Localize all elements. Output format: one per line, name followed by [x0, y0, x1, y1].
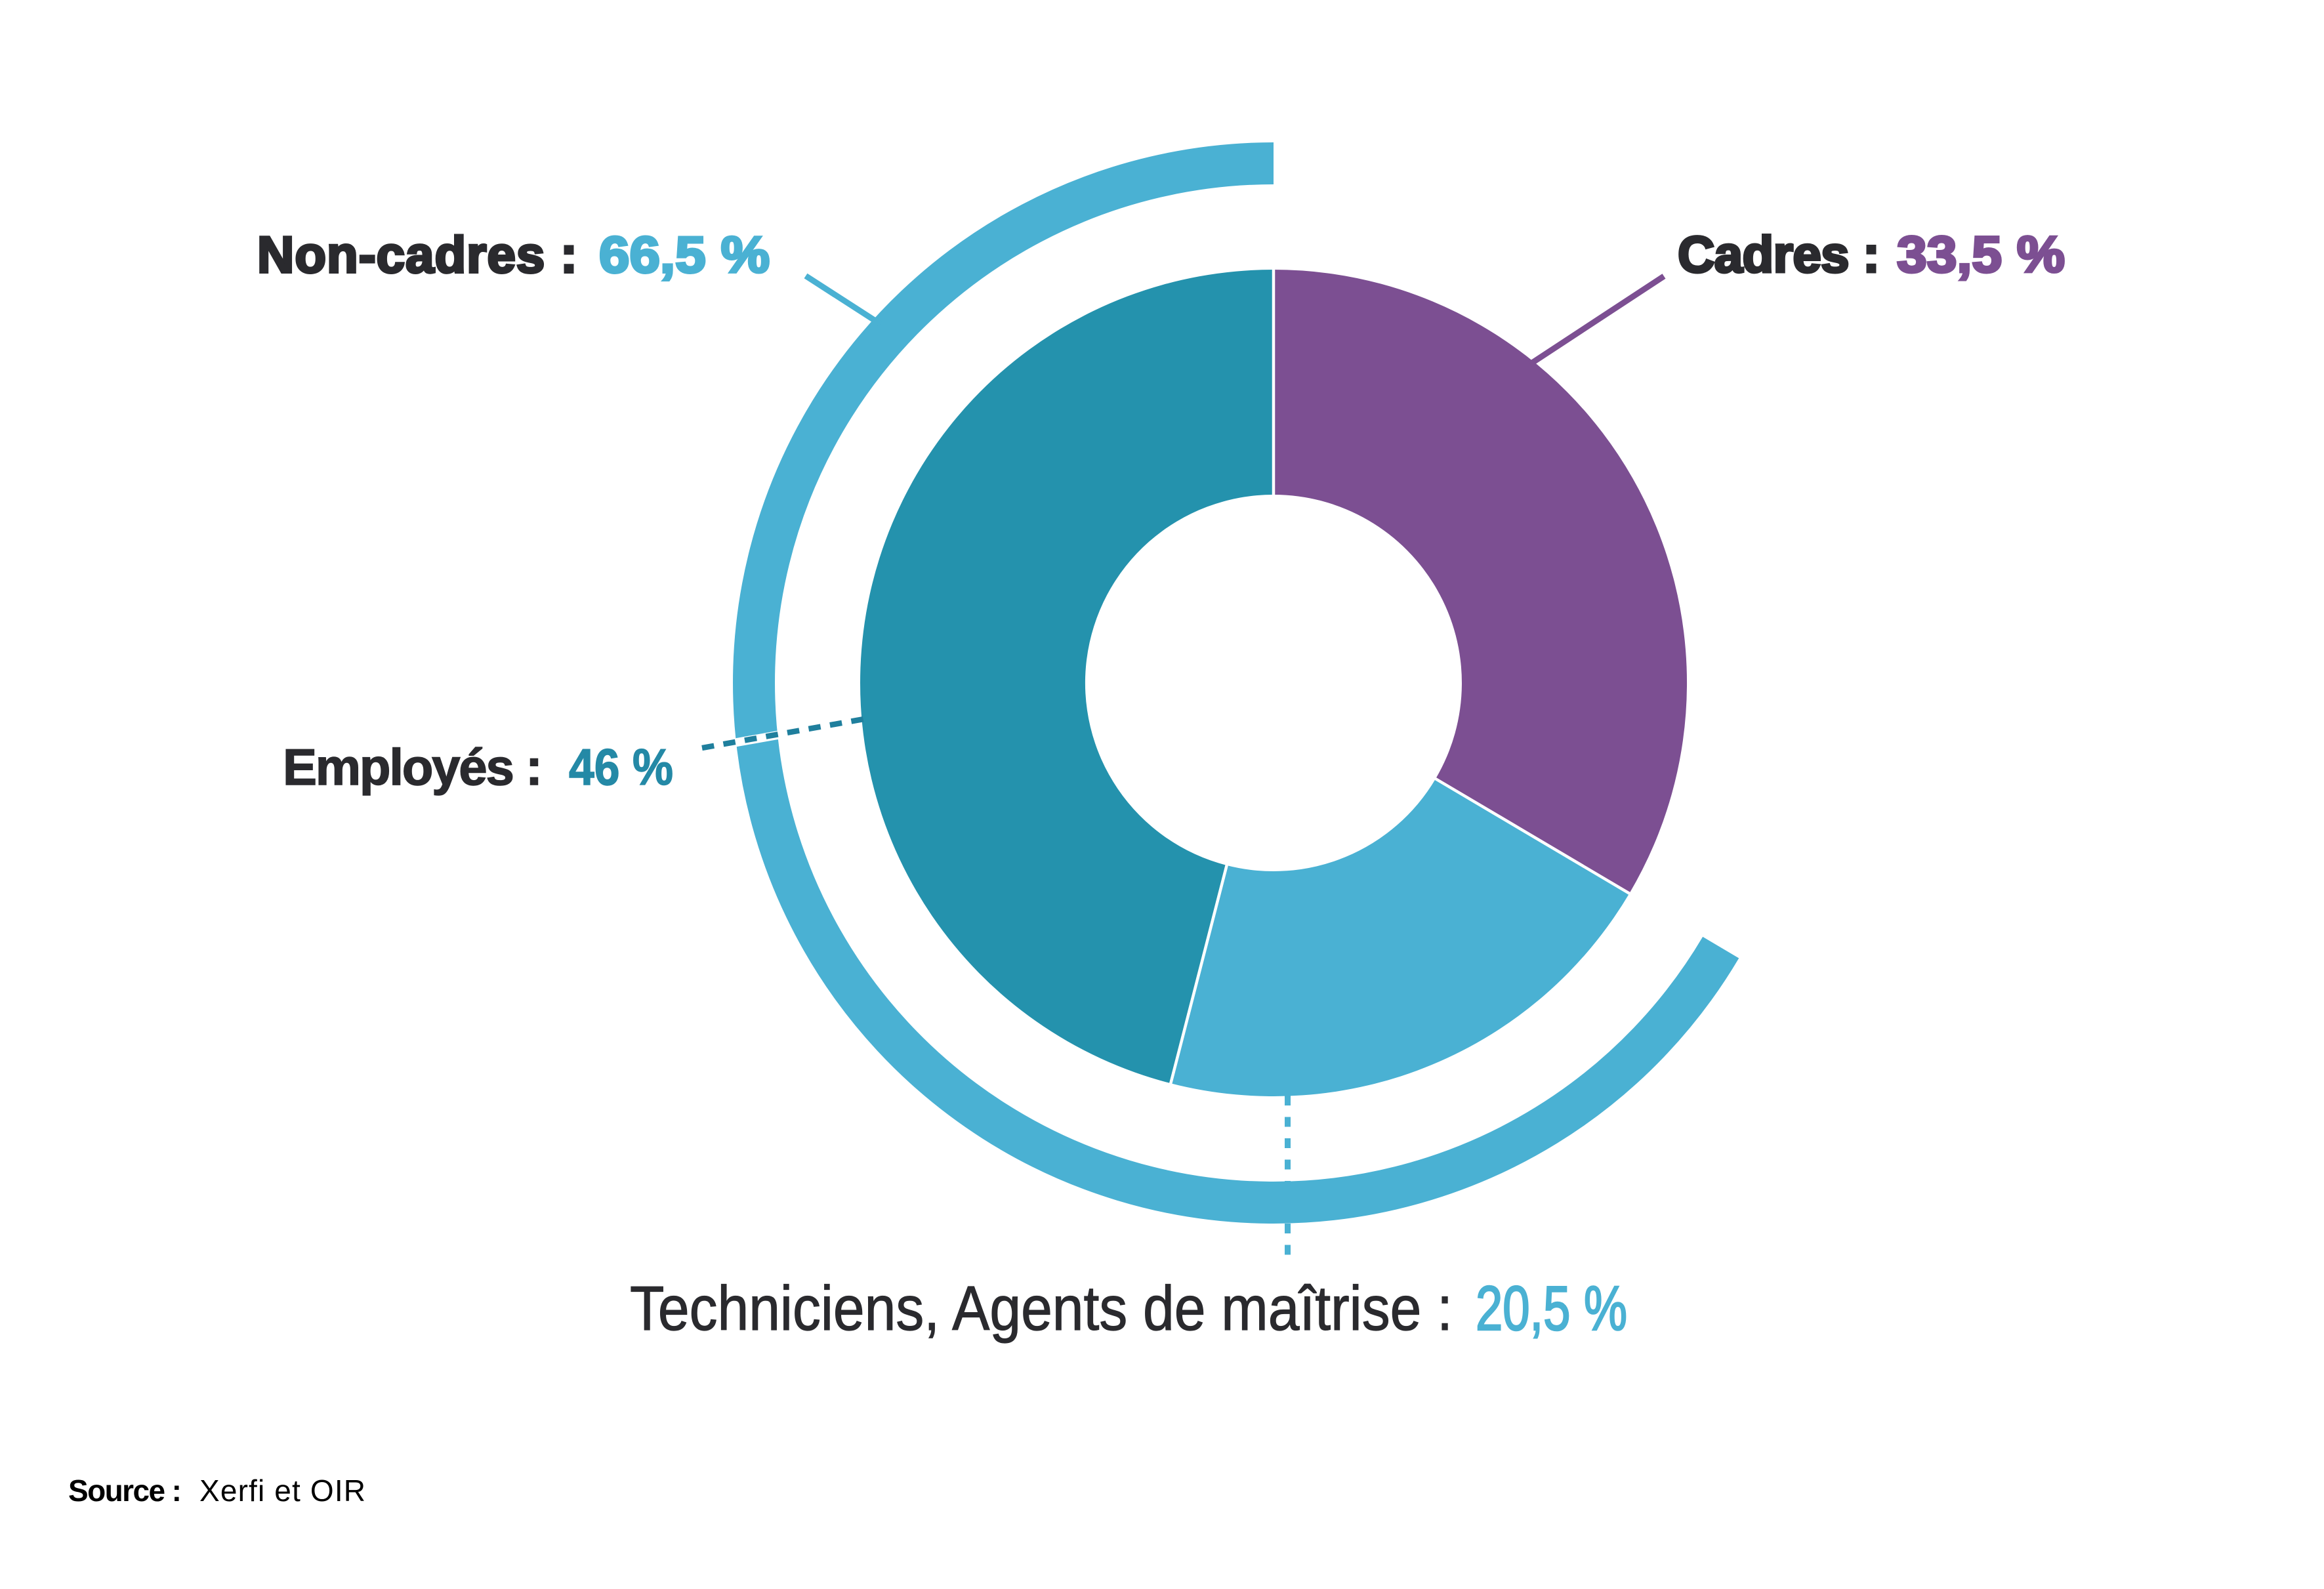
svg-text:66,5 %: 66,5 %	[599, 226, 770, 283]
svg-text:Non-cadres :: Non-cadres :	[257, 226, 577, 283]
svg-text:Xerfi et OIR: Xerfi et OIR	[199, 1474, 365, 1508]
svg-text:20,5 %: 20,5 %	[1476, 1273, 1627, 1344]
svg-text:46 %: 46 %	[569, 738, 673, 796]
svg-text:Employés :: Employés :	[283, 738, 543, 796]
svg-text:Techniciens, Agents de maîtris: Techniciens, Agents de maîtrise :	[630, 1273, 1453, 1344]
svg-text:33,5 %: 33,5 %	[1897, 226, 2065, 283]
svg-text:Cadres :: Cadres :	[1678, 226, 1880, 283]
svg-text:Source :: Source :	[68, 1474, 182, 1508]
